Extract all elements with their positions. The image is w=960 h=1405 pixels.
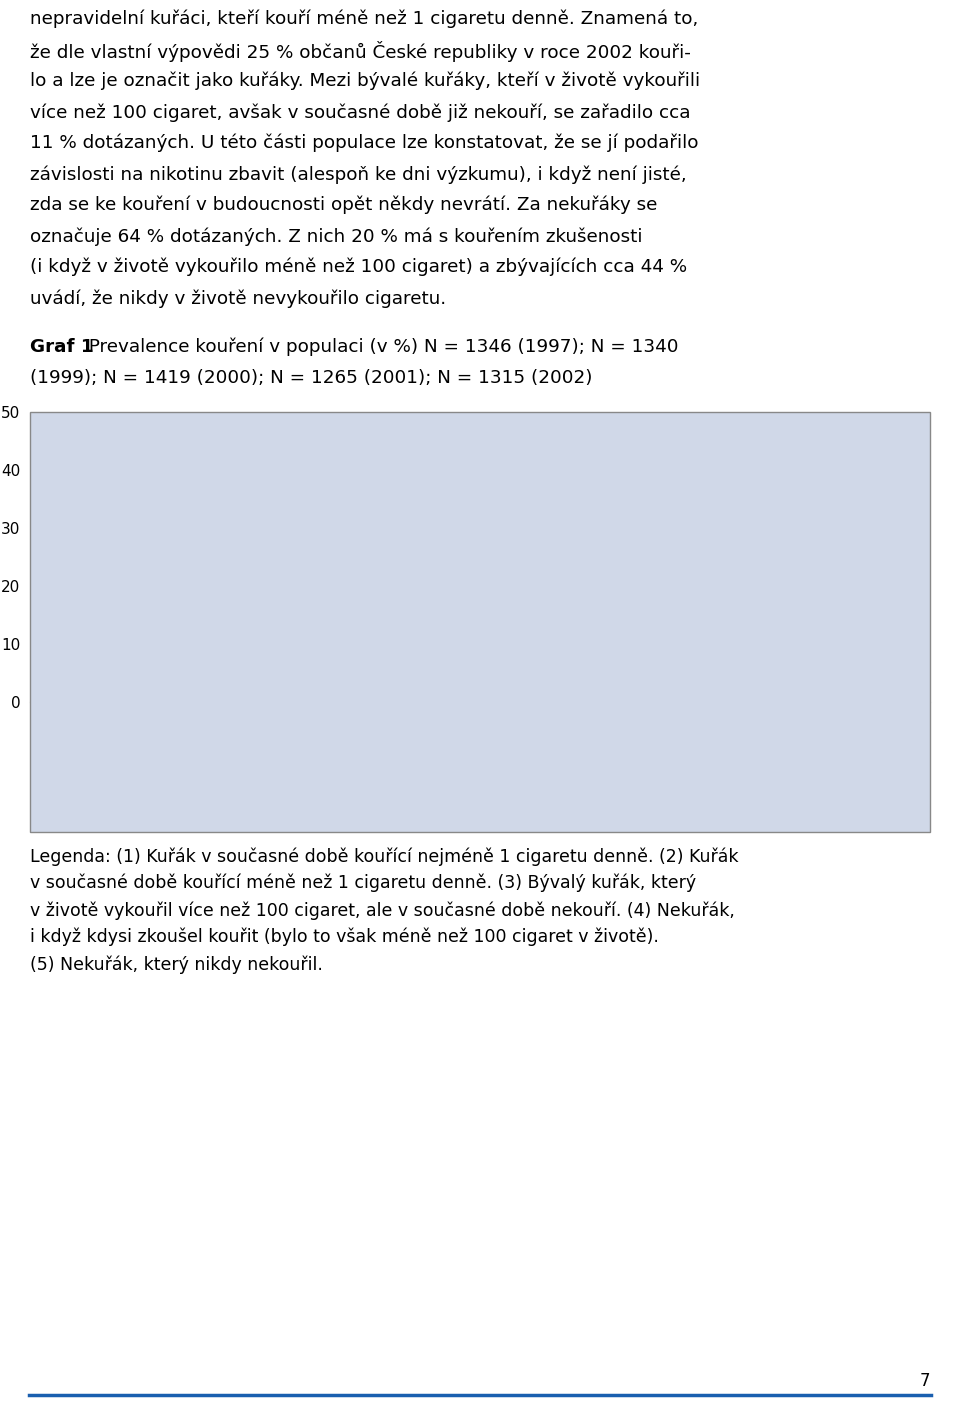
Text: (5) Nekuřák, který nikdy nekouřil.: (5) Nekuřák, který nikdy nekouřil.: [30, 955, 323, 974]
Bar: [313, 683, 338, 702]
Bar: [132, 554, 157, 702]
Bar: [647, 556, 673, 702]
Bar: [698, 584, 723, 702]
Bar: [57, 549, 83, 702]
Bar: [673, 576, 698, 702]
Bar: [83, 586, 108, 702]
Bar: [622, 576, 647, 702]
Bar: [492, 629, 517, 702]
Text: v současné době kouřící méně než 1 cigaretu denně. (3) Bývalý kuřák, který: v současné době kouřící méně než 1 cigar…: [30, 874, 696, 892]
Text: zda se ke kouření v budoucnosti opět někdy nevrátí. Za nekuřáky se: zda se ke kouření v budoucnosti opět něk…: [30, 197, 658, 215]
Bar: [157, 579, 183, 702]
Text: že dle vlastní výpovědi 25 % občanů České republiky v roce 2002 kouři-: že dle vlastní výpovědi 25 % občanů Česk…: [30, 41, 691, 62]
Bar: [108, 554, 132, 702]
Text: závislosti na nikotinu zbavit (alespoň ke dni výzkumu), i když není jisté,: závislosti na nikotinu zbavit (alespoň k…: [30, 164, 686, 184]
Bar: [417, 621, 443, 702]
Text: uvádí, že nikdy v životě nevykouřilo cigaretu.: uvádí, že nikdy v životě nevykouřilo cig…: [30, 289, 446, 308]
Bar: [237, 680, 262, 702]
Text: lo a lze je označit jako kuřáky. Mezi bývalé kuřáky, kteří v životě vykouřili: lo a lze je označit jako kuřáky. Mezi bý…: [30, 72, 700, 90]
Bar: [803, 468, 828, 702]
Text: Legenda: (1) Kuřák v současné době kouřící nejméně 1 cigaretu denně. (2) Kuřák: Legenda: (1) Kuřák v současné době kouří…: [30, 847, 738, 865]
Bar: [287, 681, 313, 702]
Text: Prevalence kouření v populaci (v %) N = 1346 (1997); N = 1340: Prevalence kouření v populaci (v %) N = …: [83, 339, 679, 357]
Text: (i když v životě vykouřilo méně než 100 cigaret) a zbývajících cca 44 %: (i když v životě vykouřilo méně než 100 …: [30, 259, 687, 277]
Bar: [597, 583, 622, 702]
Text: Graf 1: Graf 1: [30, 339, 94, 355]
Text: i když kdysi zkoušel kouřit (bylo to však méně než 100 cigaret v životě).: i když kdysi zkoušel kouřit (bylo to vša…: [30, 927, 659, 947]
Bar: [262, 670, 287, 702]
Bar: [877, 448, 903, 702]
Text: v životě vykouřil více než 100 cigaret, ale v současné době nekouří. (4) Nekuřák: v životě vykouřil více než 100 cigaret, …: [30, 901, 734, 919]
Bar: [777, 489, 803, 702]
Text: 11 % dotázaných. U této části populace lze konstatovat, že se jí podařilo: 11 % dotázaných. U této části populace l…: [30, 133, 699, 153]
Bar: [443, 631, 468, 702]
Bar: [338, 681, 363, 702]
Text: více než 100 cigaret, avšak v současné době již nekouří, se zařadilo cca: více než 100 cigaret, avšak v současné d…: [30, 103, 690, 121]
Bar: [468, 627, 492, 702]
Text: 7: 7: [920, 1373, 930, 1390]
Text: označuje 64 % dotázaných. Z nich 20 % má s kouřením zkušenosti: označuje 64 % dotázaných. Z nich 20 % má…: [30, 228, 642, 246]
Text: (1999); N = 1419 (2000); N = 1265 (2001); N = 1315 (2002): (1999); N = 1419 (2000); N = 1265 (2001)…: [30, 370, 592, 386]
Bar: [517, 636, 543, 702]
Bar: [852, 489, 877, 702]
Bar: [828, 511, 852, 702]
Text: nepravidelní kuřáci, kteří kouří méně než 1 cigaretu denně. Znamená to,: nepravidelní kuřáci, kteří kouří méně ne…: [30, 10, 698, 28]
